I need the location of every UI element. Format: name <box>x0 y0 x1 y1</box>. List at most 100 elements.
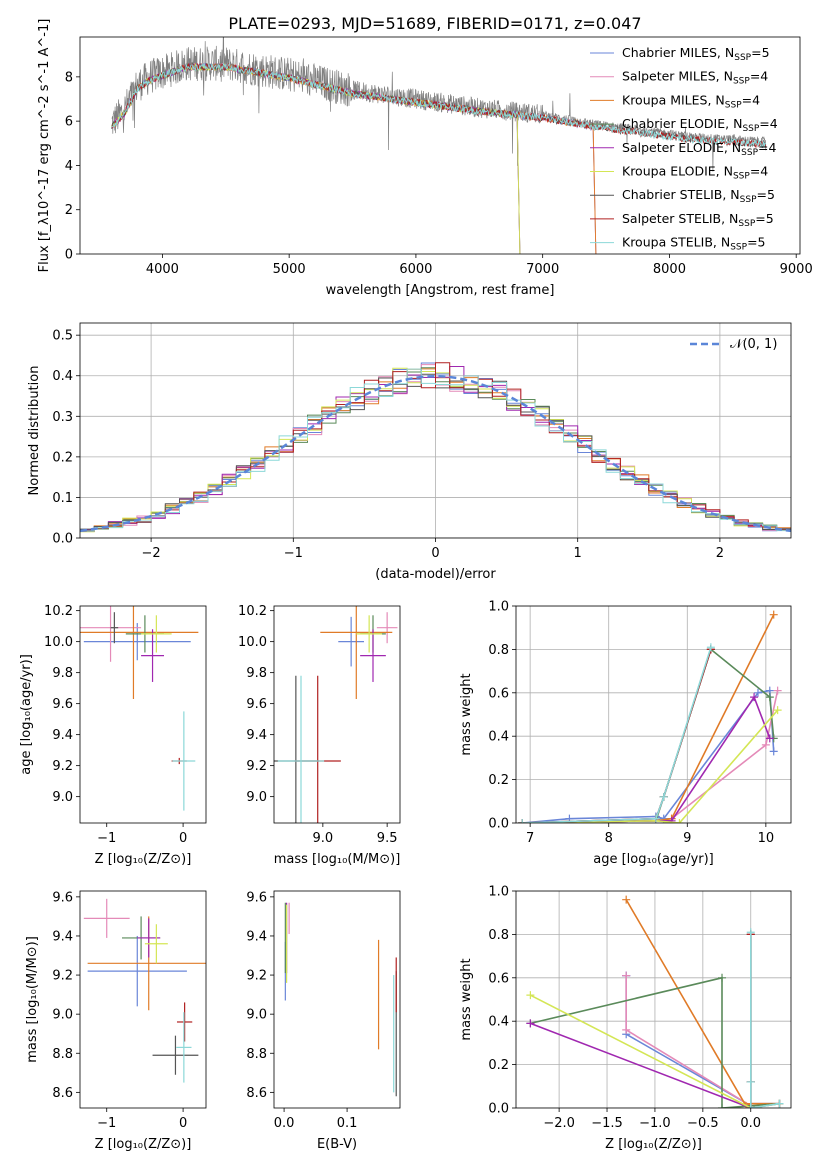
y-tick-label: 8.6 <box>246 1086 267 1101</box>
y-tick-label: 9.2 <box>246 969 267 984</box>
model-spectrum-chabrier-elodie <box>111 62 521 254</box>
point-marker <box>526 1019 535 1028</box>
errorbar-kroupa-elodie <box>144 924 168 964</box>
y-tick-label: 9.6 <box>246 697 267 712</box>
errorbar-salpeter-miles <box>376 612 398 644</box>
legend-entry: Chabrier MILES, NSSP=5 <box>622 45 770 63</box>
x-tick-label: 6000 <box>399 262 432 277</box>
x-tick-label: 8000 <box>653 262 686 277</box>
model-spectrum-salpeter-stelib <box>111 62 767 149</box>
errorbar-salpeter-miles <box>83 898 130 938</box>
errorbar-kroupa-miles <box>80 606 199 699</box>
panel-age-vs-mass: 9.0 9.5 9.0 9.2 9.4 9.6 9.8 10.0 10.2 mass [log₁₀… <box>238 604 401 867</box>
legend-entry: Salpeter ELODIE, NSSP=4 <box>622 140 777 158</box>
y-tick-label: 9.8 <box>52 666 73 681</box>
point-marker <box>526 991 535 1000</box>
y-tick-label: 0.8 <box>488 643 509 658</box>
x-tick-label: 10 <box>758 831 775 846</box>
x-tick-label: 2 <box>716 546 724 561</box>
panel-massweight-vs-age: 7 8 9 10 0.0 0.2 0.4 0.6 0.8 1.0 age [log₁₀(age/yr… <box>459 600 792 867</box>
y-tick-label: 0.0 <box>52 532 73 547</box>
series-chabrier-elodie <box>530 976 780 1108</box>
y-tick-label: 9.0 <box>52 790 73 805</box>
y-tick-label: 8.6 <box>52 1086 73 1101</box>
y-tick-label: 0.4 <box>488 1015 509 1030</box>
axes-frame <box>79 322 792 539</box>
y-tick-label: 10.0 <box>44 635 73 650</box>
y-axis-label: mass weight <box>459 673 474 755</box>
y-tick-label: 9.4 <box>246 929 267 944</box>
point-marker <box>746 928 755 937</box>
errorbar-kroupa-stelib <box>172 711 196 811</box>
point-marker <box>718 973 727 982</box>
x-tick-label: −1 <box>284 546 303 561</box>
x-tick-label: 0 <box>179 1116 187 1131</box>
x-tick-label: 9 <box>683 831 691 846</box>
model-spectrum-kroupa-stelib <box>111 62 766 148</box>
x-tick-label: 9.0 <box>313 831 334 846</box>
errorbar-chabrier-miles <box>83 623 191 661</box>
figure-title: PLATE=0293, MJD=51689, FIBERID=0171, z=0… <box>228 14 641 33</box>
y-tick-label: 0.6 <box>488 686 509 701</box>
y-tick-label: 9.4 <box>246 728 267 743</box>
errorbar-kroupa-miles <box>320 606 393 699</box>
y-tick-label: 1.0 <box>488 885 509 900</box>
x-tick-label: 0.1 <box>337 1116 358 1131</box>
errorbar-kroupa-stelib <box>176 1012 192 1083</box>
series-kroupa-miles <box>625 899 780 1107</box>
legend-entry: Kroupa MILES, NSSP=4 <box>622 92 760 110</box>
y-tick-label: 1.0 <box>488 600 509 615</box>
point-marker <box>667 816 676 823</box>
data-spectrum-line <box>111 37 767 172</box>
y-tick-label: 9.4 <box>52 728 73 743</box>
legend-entry: 𝒩(0, 1) <box>730 337 777 352</box>
x-tick-label: 0.0 <box>740 1116 761 1131</box>
series-salpeter-miles <box>522 690 779 823</box>
y-tick-label: 0.3 <box>52 410 73 425</box>
errorbar-salpeter-elodie <box>141 629 164 682</box>
errorbar-chabrier-miles <box>87 935 187 1007</box>
plot-area <box>274 606 398 823</box>
y-tick-label: 9.6 <box>52 697 73 712</box>
axes-frame <box>273 890 401 1109</box>
y-tick-label: 10.2 <box>238 604 267 619</box>
y-tick-label: 0.2 <box>488 1058 509 1073</box>
point-marker <box>659 792 668 801</box>
y-tick-label: 0.2 <box>488 773 509 788</box>
errorbar-salpeter-stelib <box>176 1002 193 1042</box>
model-spectrum-kroupa-elodie <box>111 63 521 254</box>
point-marker <box>622 1025 631 1034</box>
y-tick-label: 10.2 <box>44 604 73 619</box>
y-tick-label: 9.0 <box>52 1008 73 1023</box>
x-tick-label: 0 <box>431 546 439 561</box>
legend-entry: Kroupa STELIB, NSSP=5 <box>622 235 766 253</box>
x-axis-label: (data-model)/error <box>375 567 496 582</box>
x-tick-label: 7000 <box>526 262 559 277</box>
axes-frame <box>515 890 792 1109</box>
y-tick-label: 0.8 <box>488 928 509 943</box>
y-axis-label: Flux [f_λ10^-17 erg cm^-2 s^-1 A^-1] <box>37 19 52 273</box>
point-marker <box>518 819 527 823</box>
x-tick-label: −2 <box>142 546 161 561</box>
y-tick-label: 9.4 <box>52 929 73 944</box>
point-marker <box>773 686 782 695</box>
x-tick-label: 5000 <box>273 262 306 277</box>
series-kroupa-elodie <box>522 709 779 823</box>
y-tick-label: 9.0 <box>246 1008 267 1023</box>
panel-mass-vs-ebv: 0.0 0.1 8.6 8.8 9.0 9.2 9.4 9.6 E(B-V) <box>246 890 401 1152</box>
y-tick-label: 0.6 <box>488 971 509 986</box>
y-tick-label: 6 <box>65 115 73 130</box>
y-tick-label: 0 <box>65 248 73 263</box>
x-tick-label: −0.5 <box>687 1116 719 1131</box>
y-tick-label: 0.2 <box>52 450 73 465</box>
y-tick-label: 9.6 <box>52 890 73 905</box>
y-tick-label: 0.0 <box>488 817 509 832</box>
x-tick-label: 0.0 <box>274 1116 295 1131</box>
x-tick-label: 8 <box>605 831 613 846</box>
plot-area <box>111 37 767 254</box>
plot-area <box>83 898 206 1083</box>
x-tick-label: 0 <box>179 831 187 846</box>
plot-area <box>284 902 397 1097</box>
axes-frame <box>273 605 401 824</box>
y-tick-label: 9.6 <box>246 890 267 905</box>
